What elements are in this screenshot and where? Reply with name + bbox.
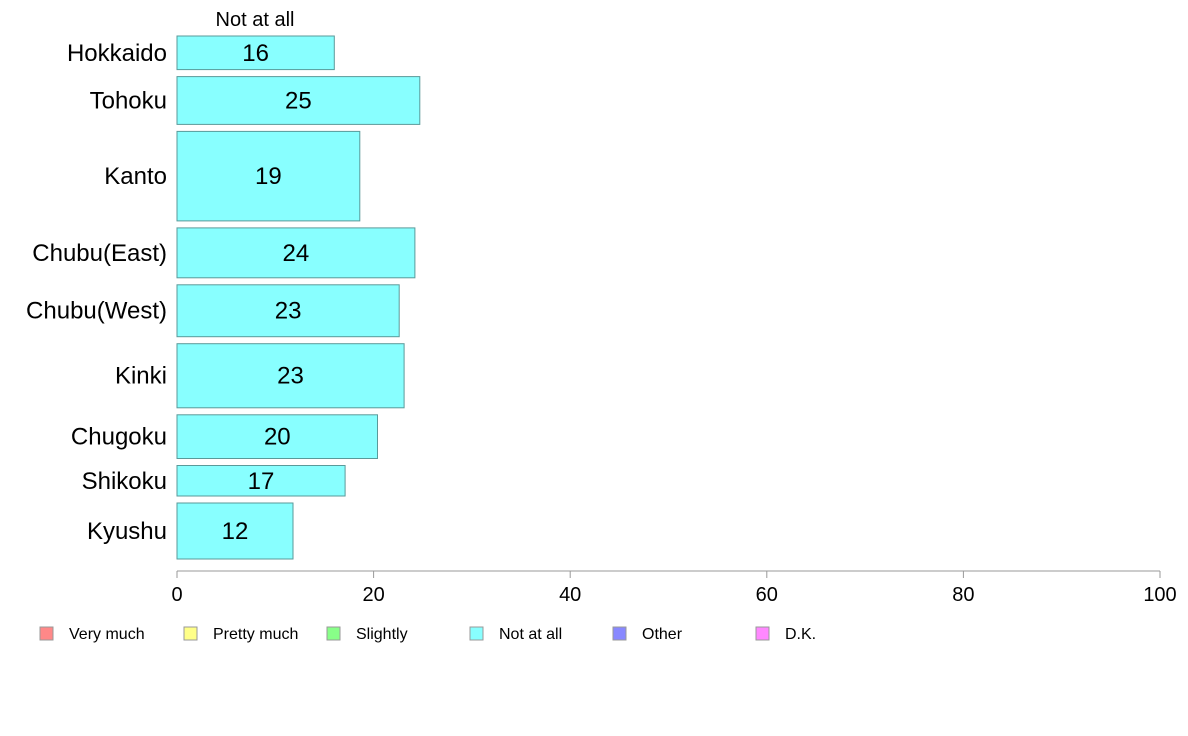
bar-chubu-west- <box>176 284 400 338</box>
legend-label: D.K. <box>785 626 816 643</box>
legend-swatch <box>755 626 770 641</box>
bar-value-label: 17 <box>248 468 275 495</box>
bar-chubu-east- <box>176 227 416 279</box>
bar-hokkaido <box>176 35 335 71</box>
category-label: Shikoku <box>82 468 167 495</box>
legend-swatch <box>39 626 54 641</box>
category-labels: Hokkaido Tohoku Kanto Chubu(East) Chubu(West… <box>26 40 167 545</box>
category-label: Chubu(West) <box>26 298 167 325</box>
legend-swatch <box>326 626 341 641</box>
bar-value-label: 24 <box>283 240 310 267</box>
legend-label: Pretty much <box>213 626 298 643</box>
legend-label: Not at all <box>499 626 562 643</box>
x-tick-label: 80 <box>952 584 974 606</box>
x-tick-label: 60 <box>756 584 778 606</box>
legend: Very much Pretty much Slightly Not at all Ot… <box>39 626 816 643</box>
bar-chugoku <box>176 414 378 459</box>
legend-label: Other <box>642 626 683 643</box>
legend-label: Very much <box>69 626 145 643</box>
bar-value-label: 23 <box>277 363 304 390</box>
x-tick-label: 100 <box>1143 584 1176 606</box>
bars-group: 16 25 19 24 23 23 20 17 12 <box>176 35 421 560</box>
bar-value-label: 12 <box>222 518 249 545</box>
category-label: Kyushu <box>87 518 167 545</box>
bar-kinki <box>176 343 405 409</box>
category-label: Chubu(East) <box>32 240 167 267</box>
x-axis: 0 20 40 60 80 100 <box>171 570 1177 606</box>
category-label: Hokkaido <box>67 40 167 67</box>
legend-swatch <box>612 626 627 641</box>
bar-kyushu <box>176 502 294 560</box>
bar-value-label: 19 <box>255 163 282 190</box>
x-tick-label: 20 <box>362 584 384 606</box>
legend-swatch <box>183 626 198 641</box>
category-label: Kinki <box>115 363 167 390</box>
legend-swatch <box>469 626 484 641</box>
legend-label: Slightly <box>356 626 408 643</box>
category-label: Chugoku <box>71 424 167 451</box>
bar-tohoku <box>176 76 421 125</box>
bar-value-label: 20 <box>264 424 291 451</box>
bar-value-label: 23 <box>275 298 302 325</box>
x-tick-label: 0 <box>171 584 182 606</box>
bar-value-label: 16 <box>242 40 269 67</box>
category-label: Tohoku <box>90 88 167 115</box>
category-label: Kanto <box>104 163 167 190</box>
bar-value-label: 25 <box>285 88 312 115</box>
bar-shikoku <box>176 465 346 497</box>
series-title: Not at all <box>216 9 295 31</box>
bar-kanto <box>176 130 361 222</box>
x-tick-label: 40 <box>559 584 581 606</box>
